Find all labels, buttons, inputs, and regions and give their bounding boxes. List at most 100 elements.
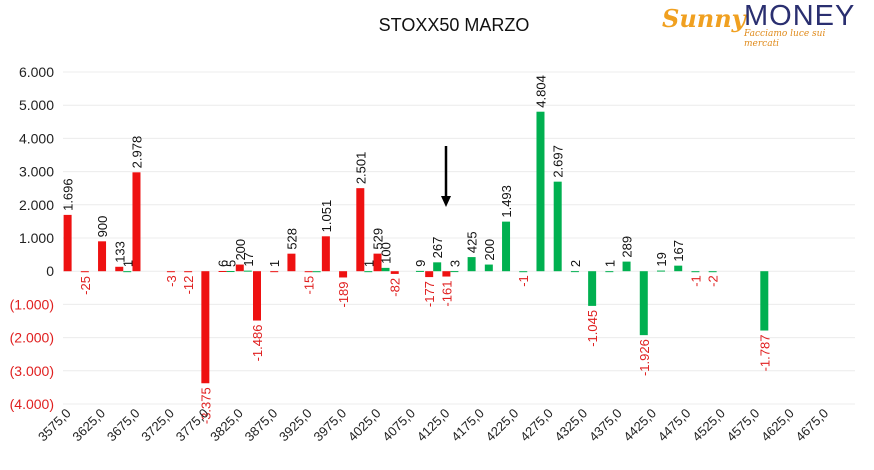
x-tick-label: 4125,0 xyxy=(414,406,453,445)
y-tick-label: (2.000) xyxy=(10,330,54,346)
bar-green-4075 xyxy=(415,270,424,272)
bar-value-label: 100 xyxy=(379,242,394,264)
bar-value-label: 4.804 xyxy=(533,75,548,108)
bar-green-4150 xyxy=(467,257,476,272)
bar-value-label: 167 xyxy=(671,240,686,262)
bar-red-3575 xyxy=(63,214,72,272)
bar-value-label: 200 xyxy=(482,239,497,261)
bar-value-label: -177 xyxy=(422,281,437,307)
x-tick-label: 4375,0 xyxy=(586,406,625,445)
bar-value-label: 1 xyxy=(120,260,135,267)
bar-value-label: -161 xyxy=(439,281,454,307)
bar-value-label: -1.045 xyxy=(585,310,600,347)
bar-value-label: 2.978 xyxy=(129,136,144,169)
x-tick-label: 4025,0 xyxy=(345,406,384,445)
x-tick-label: 3975,0 xyxy=(310,406,349,445)
bar-red-3775 xyxy=(201,271,210,384)
bar-red-3875 xyxy=(270,271,279,273)
bar-green-4475 xyxy=(691,271,700,273)
bar-green-4175 xyxy=(484,264,493,272)
bar-green-4275 xyxy=(553,181,562,272)
bar-value-label: -12 xyxy=(181,276,196,295)
bar-green-3925 xyxy=(312,271,321,273)
bar-value-label: -3.375 xyxy=(198,387,213,424)
logo-money-text: MONEY xyxy=(744,0,856,32)
x-tick-label: 4225,0 xyxy=(483,406,522,445)
bar-red-3825 xyxy=(235,264,244,272)
y-tick-label: 1.000 xyxy=(19,230,54,246)
bar-value-label: 17 xyxy=(241,252,256,266)
bar-value-label: 289 xyxy=(620,236,635,258)
bar-value-label: 2.697 xyxy=(551,145,566,178)
bar-green-3650 xyxy=(123,271,132,273)
logo-sunny-text: Sunny xyxy=(662,4,746,33)
bar-red-3950 xyxy=(321,236,330,272)
bar-value-label: -1.787 xyxy=(757,335,772,372)
bar-green-4325 xyxy=(588,271,597,306)
x-tick-label: 4175,0 xyxy=(448,406,487,445)
bar-red-3975 xyxy=(339,271,348,278)
x-tick-label: 4675,0 xyxy=(793,406,832,445)
bar-value-label: 1 xyxy=(602,260,617,267)
bar-value-label: -189 xyxy=(336,281,351,307)
y-tick-label: (4.000) xyxy=(10,396,54,412)
bar-red-3850 xyxy=(253,271,261,321)
bar-value-label: 9 xyxy=(413,260,428,267)
bar-red-3650 xyxy=(115,266,124,272)
bar-red-3900 xyxy=(287,253,296,272)
x-tick-label: 4625,0 xyxy=(758,406,797,445)
bar-value-label: 1.051 xyxy=(319,200,334,233)
x-tick-label: 4575,0 xyxy=(724,406,763,445)
bar-red-4050 xyxy=(390,271,399,274)
bar-red-4000 xyxy=(356,188,365,272)
bar-value-label: 425 xyxy=(465,231,480,253)
y-tick-label: 3.000 xyxy=(19,164,54,180)
bar-value-label: 1 xyxy=(267,260,282,267)
bar-value-label: 133 xyxy=(112,241,127,263)
bar-value-label: 1.696 xyxy=(61,178,76,211)
x-tick-label: 3725,0 xyxy=(138,406,177,445)
bar-green-4350 xyxy=(605,271,614,273)
bar-value-label: -3 xyxy=(164,275,179,287)
bar-value-label: -2 xyxy=(706,275,721,287)
bar-green-4450 xyxy=(674,265,683,272)
bar-red-3800 xyxy=(218,271,227,273)
x-tick-label: 4425,0 xyxy=(620,406,659,445)
bar-value-label: -82 xyxy=(388,278,403,297)
y-tick-label: 6.000 xyxy=(19,64,54,80)
sunny-money-logo: Sunny MONEY Facciamo luce sui mercati xyxy=(660,0,860,49)
bar-value-label: 1 xyxy=(361,260,376,267)
bar-green-4250 xyxy=(536,111,545,272)
bar-value-label: 267 xyxy=(430,237,445,259)
y-tick-label: 5.000 xyxy=(19,97,54,113)
x-tick-label: 4475,0 xyxy=(655,406,694,445)
bar-red-3750 xyxy=(184,271,193,273)
y-tick-label: 0 xyxy=(46,263,54,279)
bar-value-label: 3 xyxy=(447,260,462,267)
y-axis: 6.000 5.000 4.000 3.000 2.000 1.000 0 (1.000) (2… xyxy=(10,64,55,412)
bar-value-label: 2 xyxy=(568,260,583,267)
x-axis: 3575,03625,03675,03725,03775,03825,03875… xyxy=(35,406,831,445)
bar-value-label: -25 xyxy=(78,276,93,295)
x-tick-label: 4275,0 xyxy=(517,406,556,445)
bar-value-label: 1.493 xyxy=(499,185,514,218)
bar-green-4100 xyxy=(433,262,442,272)
bar-value-label: -1.486 xyxy=(250,325,265,362)
x-tick-label: 3625,0 xyxy=(69,406,108,445)
x-tick-label: 3675,0 xyxy=(104,406,143,445)
bar-value-label: 529 xyxy=(371,228,386,250)
y-tick-label: 2.000 xyxy=(19,197,54,213)
bar-green-4425 xyxy=(657,270,665,272)
bar-green-4575 xyxy=(760,271,769,331)
bar-red-3625 xyxy=(98,241,107,272)
y-tick-label: (1.000) xyxy=(10,296,54,312)
bar-green-4400 xyxy=(639,271,648,336)
bar-value-label: 900 xyxy=(95,216,110,238)
gridlines xyxy=(63,71,855,405)
bar-green-3825 xyxy=(243,270,252,272)
bar-value-label: 19 xyxy=(654,252,669,266)
bar-red-4025 xyxy=(373,253,382,272)
bar-red-3600 xyxy=(80,271,89,273)
